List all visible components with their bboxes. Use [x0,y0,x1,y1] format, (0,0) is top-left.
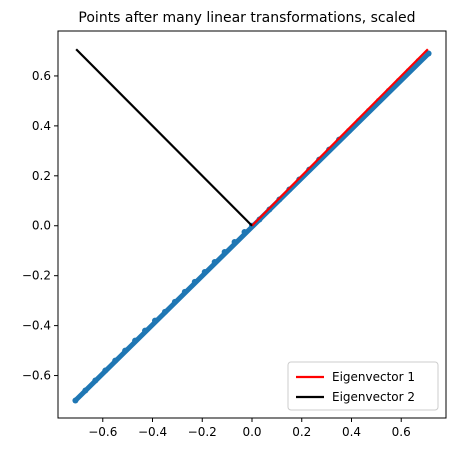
y-tick-label: −0.6 [22,369,51,383]
scatter-point [92,377,99,384]
y-tick-label: 0.6 [32,69,51,83]
scatter-point [181,288,188,295]
x-tick-label: −0.2 [188,425,217,439]
legend-box [287,361,439,411]
eigenvector-2-line [75,48,253,227]
x-tick-label: 0.2 [292,425,311,439]
scatter-point [171,298,178,305]
eigenvector-1-line [251,48,429,227]
y-tick-label: −0.4 [22,319,51,333]
scatter-point [152,317,158,324]
scatter-point [201,268,208,275]
scatter-point [221,248,228,255]
x-tick-label: 0.0 [242,425,261,439]
x-tick-label: 0.6 [392,425,411,439]
scatter-point [425,50,432,57]
scatter-point [241,228,248,235]
legend: Eigenvector 1 Eigenvector 2 [287,361,439,411]
scatter-point [211,258,218,265]
scatter-point [132,337,139,344]
plot-area: −0.6 −0.4 −0.2 0.0 0.2 0.4 0.6 −0.6 −0.4 −0.2 0.0 0… [22,30,447,439]
x-tick-label: 0.4 [342,425,361,439]
scatter-point [231,238,238,245]
y-tick-label: 0.2 [32,169,51,183]
y-tick-label: −0.2 [22,269,51,283]
legend-label: Eigenvector 2 [332,390,415,404]
legend-label: Eigenvector 1 [332,370,415,384]
x-tick-label: −0.4 [138,425,167,439]
scatter-point [122,347,129,354]
chart-title: Points after many linear transformations… [78,10,415,26]
y-tick-label: 0.4 [32,119,51,133]
scatter-point [82,387,89,394]
x-tick-label: −0.6 [88,425,117,439]
scatter-point [112,357,119,364]
y-tick-label: 0.0 [32,219,51,233]
scatter-point [102,367,109,374]
scatter-point [142,327,149,334]
scatter-point [191,278,198,285]
scatter-point [161,308,168,315]
scatter-point [72,397,79,404]
